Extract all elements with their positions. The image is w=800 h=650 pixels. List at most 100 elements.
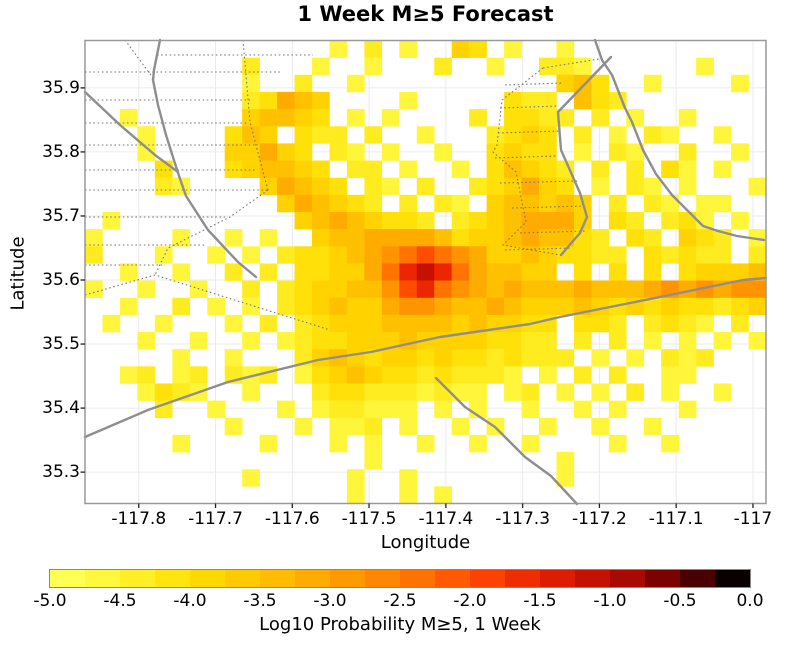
heatmap-cell: [312, 280, 330, 299]
heatmap-cell: [573, 91, 592, 110]
colorbar-tick-label: -1.0: [593, 591, 627, 611]
heatmap-cell: [399, 366, 418, 384]
heatmap-cell: [731, 263, 749, 281]
heatmap-cell: [608, 400, 627, 419]
heatmap-cell: [294, 297, 313, 316]
heatmap-cell: [242, 297, 260, 316]
heatmap-cell: [346, 263, 365, 281]
y-tick-label: 35.9: [42, 77, 80, 98]
heatmap-cell: [451, 417, 470, 436]
colorbar-tick-label: -3.5: [243, 591, 277, 611]
heatmap-cell: [399, 246, 418, 264]
heatmap-cell: [696, 280, 714, 299]
heatmap-cell: [119, 366, 138, 384]
heatmap-cell: [626, 211, 645, 230]
heatmap-cell: [329, 126, 348, 144]
heatmap-cell: [556, 297, 575, 316]
y-tick-label: 35.7: [42, 205, 80, 226]
heatmap-cell: [486, 349, 505, 367]
x-tick-label: -117: [733, 509, 773, 529]
heatmap-cell: [399, 486, 418, 504]
heatmap-cell: [312, 194, 330, 213]
heatmap-cell: [399, 229, 418, 247]
heatmap-cell: [539, 57, 557, 76]
heatmap-cell: [329, 297, 348, 316]
heatmap-cell: [678, 400, 697, 419]
heatmap-cell: [556, 280, 575, 299]
colorbar-segment: [155, 570, 190, 587]
y-tick-label: 35.5: [42, 334, 80, 355]
heatmap-cell: [696, 297, 714, 316]
heatmap-cell: [154, 177, 173, 196]
x-tick-label: -117.8: [111, 509, 167, 529]
heatmap-cell: [346, 417, 365, 436]
heatmap-cell: [486, 126, 505, 144]
heatmap-cell: [469, 211, 487, 230]
plot-border: [84, 39, 767, 505]
heatmap-cell: [416, 366, 435, 384]
heatmap-cell: [731, 74, 749, 93]
heatmap-cell: [486, 280, 505, 299]
heatmap-cell: [329, 143, 348, 161]
heatmap-cell: [364, 211, 383, 230]
heatmap-cell: [277, 109, 295, 127]
hatch-line: [504, 82, 563, 86]
heatmap-cell: [661, 383, 679, 401]
heatmap-cell: [504, 263, 522, 281]
heatmap-cell: [364, 314, 383, 333]
chart-title: 1 Week M≥5 Forecast: [297, 2, 554, 26]
heatmap-cell: [469, 229, 487, 247]
heatmap-cell: [451, 383, 470, 401]
heatmap-cell: [294, 177, 313, 196]
heatmap-cell: [364, 160, 383, 178]
heatmap-cell: [294, 109, 313, 127]
heatmap-cell: [678, 143, 697, 161]
heatmap-cell: [364, 194, 383, 213]
heatmap-cell: [504, 91, 522, 110]
heatmap-cell: [486, 177, 505, 196]
heatmap-cell: [329, 383, 348, 401]
heatmap-cell: [364, 332, 383, 350]
heatmap-cell: [242, 246, 260, 264]
heatmap-cell: [119, 263, 138, 281]
heatmap-cell: [259, 126, 278, 144]
heatmap-cell: [469, 280, 487, 299]
heatmap-cell: [329, 211, 348, 230]
heatmap-cell: [329, 314, 348, 333]
heatmap-cell: [85, 246, 103, 264]
heatmap-cell: [556, 57, 575, 76]
heatmap-cell: [312, 57, 330, 76]
heatmap-cell: [643, 332, 662, 350]
heatmap-cell: [277, 177, 295, 196]
heatmap-cell: [242, 160, 260, 178]
colorbar-segment: [295, 570, 330, 587]
heatmap-cell: [573, 263, 592, 281]
heatmap-cell: [416, 263, 435, 281]
heatmap-cell: [504, 332, 522, 350]
heatmap-cell: [294, 366, 313, 384]
heatmap-cell: [346, 160, 365, 178]
heatmap-cell: [329, 229, 348, 247]
heatmap-cell: [731, 314, 749, 333]
heatmap-cell: [346, 383, 365, 401]
heatmap-cell: [416, 246, 435, 264]
heatmap-cell: [521, 109, 540, 127]
x-tick-label: -117.6: [264, 509, 320, 529]
heatmap-cell: [504, 194, 522, 213]
heatmap-cell: [591, 297, 610, 316]
heatmap-cell: [312, 126, 330, 144]
heatmap-cell: [608, 91, 627, 110]
heatmap-cell: [346, 143, 365, 161]
heatmap-cell: [573, 314, 592, 333]
heatmap-cell: [748, 332, 767, 350]
heatmap-cell: [504, 366, 522, 384]
heatmap-cell: [661, 211, 679, 230]
heatmap-cell: [469, 177, 487, 196]
heatmap-cell: [312, 109, 330, 127]
heatmap-cell: [224, 160, 243, 178]
heatmap-cell: [469, 314, 487, 333]
heatmap-cell: [486, 194, 505, 213]
heatmap-cell: [399, 211, 418, 230]
heatmap-cell: [696, 229, 714, 247]
heatmap-cell: [242, 74, 260, 93]
